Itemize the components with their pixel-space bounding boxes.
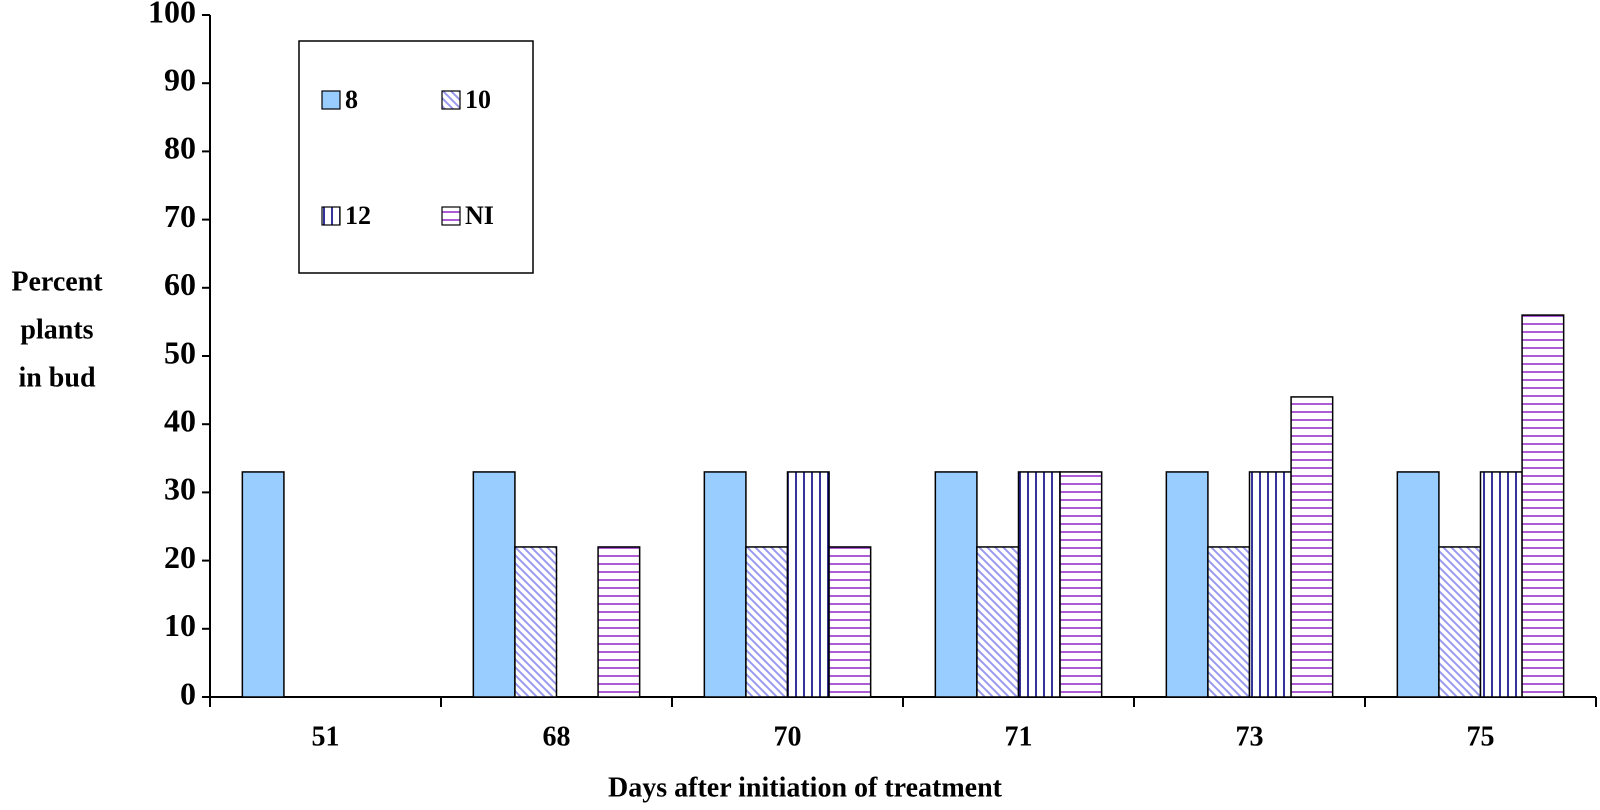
y-tick-label: 50 <box>164 334 196 370</box>
bar <box>934 471 978 698</box>
y-axis-title: Percent <box>11 266 103 297</box>
bar <box>597 546 641 698</box>
x-tick-label: 70 <box>774 721 802 752</box>
y-tick-label: 40 <box>164 403 196 439</box>
bar <box>1438 546 1482 698</box>
legend-label: 10 <box>465 85 491 114</box>
bar <box>1207 546 1251 698</box>
bar <box>828 546 872 698</box>
bar <box>1017 471 1061 698</box>
x-axis-title: Days after initiation of treatment <box>608 772 1003 803</box>
y-tick-label: 60 <box>164 266 196 302</box>
bar <box>1521 314 1565 698</box>
bar <box>745 546 789 698</box>
y-tick-label: 10 <box>164 607 196 643</box>
y-tick-label: 70 <box>164 198 196 234</box>
bar <box>1059 471 1103 698</box>
y-axis-title: plants <box>20 314 93 345</box>
bar <box>1290 396 1334 698</box>
legend-swatch <box>441 206 461 226</box>
y-tick-label: 30 <box>164 471 196 507</box>
bar <box>976 546 1020 698</box>
y-tick-label: 0 <box>180 675 196 711</box>
y-tick-label: 80 <box>164 130 196 166</box>
bar <box>472 471 516 698</box>
bar <box>786 471 830 698</box>
x-tick-label: 71 <box>1005 721 1033 752</box>
legend-box <box>298 40 534 274</box>
bar <box>1396 471 1440 698</box>
bar <box>703 471 747 698</box>
y-tick-label: 20 <box>164 539 196 575</box>
legend-swatch <box>441 90 461 110</box>
x-tick-label: 73 <box>1236 721 1264 752</box>
bar <box>1165 471 1209 698</box>
legend-label: 8 <box>345 85 358 114</box>
bar <box>1479 471 1523 698</box>
y-tick-label: 90 <box>164 62 196 98</box>
x-tick-label: 75 <box>1467 721 1495 752</box>
x-tick-label: 68 <box>543 721 571 752</box>
legend-label: NI <box>465 201 494 230</box>
x-tick-label: 51 <box>312 721 340 752</box>
y-axis-title: in bud <box>18 362 95 393</box>
legend-label: 12 <box>345 201 371 230</box>
legend-swatch <box>321 90 341 110</box>
y-tick-label: 100 <box>148 0 196 29</box>
bar <box>514 546 558 698</box>
bar <box>241 471 285 698</box>
legend-swatch <box>321 206 341 226</box>
bar <box>1248 471 1292 698</box>
